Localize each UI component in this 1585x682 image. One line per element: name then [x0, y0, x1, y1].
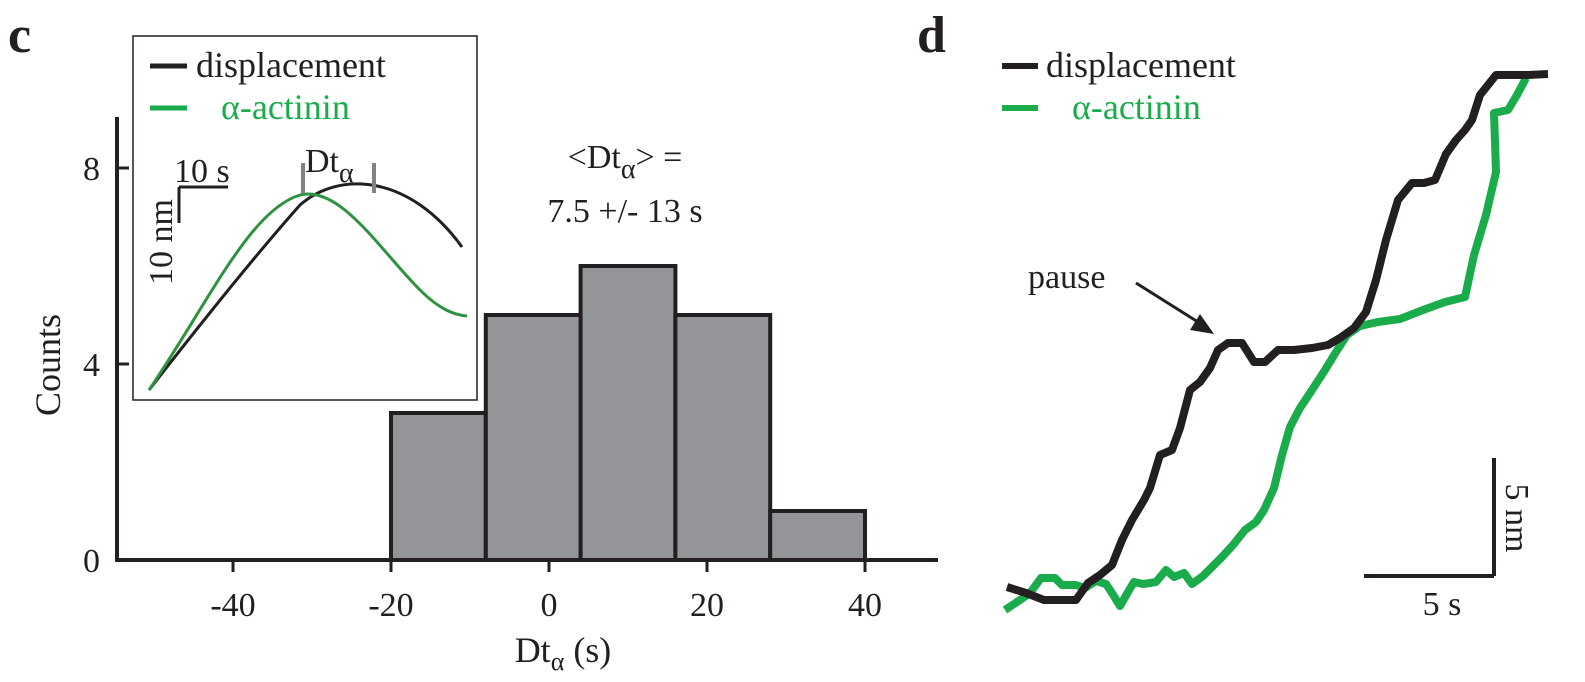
inset-plot: displacement α-actinin 10 s 10 nm Dtα	[132, 35, 478, 401]
panel-d-letter: d	[917, 7, 946, 64]
panel-c: c -40 -20 0 20 40 0 4 8 Counts Dtα (s) <Dtα> =…	[8, 7, 938, 676]
inset-time-scale-label: 10 s	[174, 153, 230, 190]
mean-annotation-line2: 7.5 +/- 13 s	[547, 193, 702, 230]
y-tick-label-1: 4	[83, 347, 100, 384]
histogram-bars	[389, 264, 868, 562]
legend-alpha-actinin-label: α-actinin	[221, 87, 350, 127]
histogram-bar-0	[389, 411, 488, 562]
trace-scale-bar	[1364, 458, 1496, 578]
y-axis-label: Counts	[28, 314, 68, 416]
pause-label: pause	[1028, 259, 1105, 296]
legend-d-alpha-actinin-label: α-actinin	[1072, 87, 1201, 127]
x-tick-label-3: 20	[690, 587, 724, 624]
pause-arrow-shaft	[1135, 281, 1199, 324]
pause-arrow-head	[1190, 314, 1214, 334]
x-tick-label-4: 40	[848, 587, 882, 624]
inset-alpha-actinin-curve	[147, 192, 468, 391]
inset-displacement-curve	[147, 182, 464, 391]
trace-time-scale-label: 5 s	[1423, 586, 1462, 623]
y-tick-label-0: 0	[83, 543, 100, 580]
panel-d: d displacement α-actinin pause 5 s 5 nm	[917, 7, 1549, 623]
trace-disp-scale-label: 5 nm	[1498, 484, 1535, 553]
inset-scale-bar	[177, 185, 228, 223]
x-axis-label: Dtα (s)	[515, 630, 612, 676]
x-tick-label-1: -20	[368, 587, 413, 624]
legend-d-displacement-label: displacement	[1046, 45, 1236, 85]
x-tick-label-2: 0	[541, 587, 558, 624]
histogram-bar-4	[768, 509, 868, 562]
legend-displacement-label: displacement	[196, 45, 386, 85]
y-tick-label-2: 8	[83, 151, 100, 188]
inset-lag-label: Dtα	[305, 143, 354, 189]
x-ticks: -40 -20 0 20 40	[210, 560, 882, 624]
x-tick-label-0: -40	[210, 587, 255, 624]
panel-c-letter: c	[8, 7, 31, 64]
mean-annotation-line1: <Dtα> =	[568, 139, 683, 185]
y-ticks: 0 4 8	[83, 151, 129, 580]
histogram-bar-2	[578, 264, 678, 562]
inset-disp-scale-label: 10 nm	[143, 199, 180, 285]
histogram-bar-1	[483, 313, 583, 562]
histogram-bar-3	[673, 313, 773, 562]
trace-displacement	[1005, 70, 1549, 604]
